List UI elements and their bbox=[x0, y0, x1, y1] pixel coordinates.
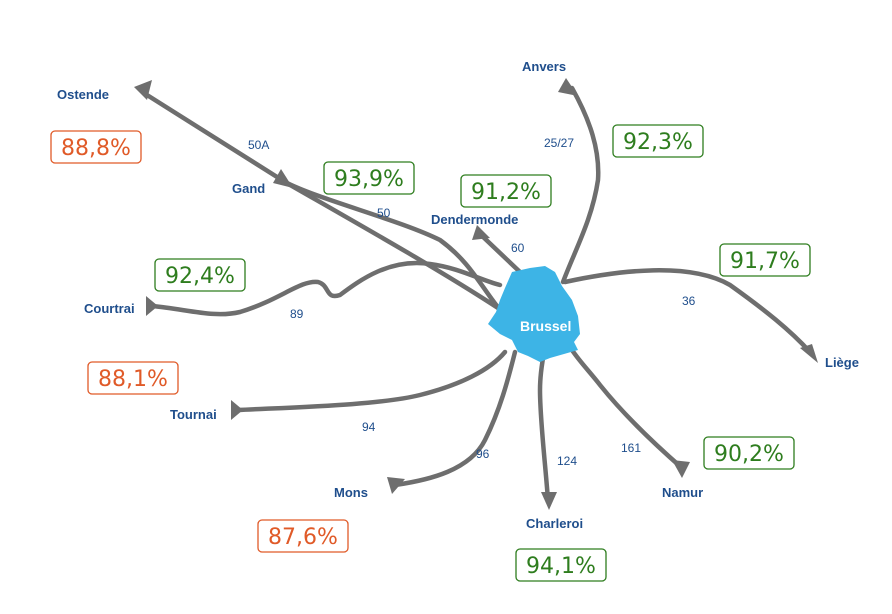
pct-box-courtrai: 92,4% bbox=[154, 258, 246, 292]
pct-box-ostende: 88,8% bbox=[50, 130, 142, 164]
pct-value-ostende: 88,8% bbox=[61, 136, 131, 161]
pct-value-anvers: 92,3% bbox=[623, 130, 693, 155]
arrow-liege bbox=[800, 344, 818, 363]
line-number-mons: 96 bbox=[476, 447, 490, 461]
arrow-dendermonde bbox=[472, 225, 490, 240]
pct-value-charleroi: 94,1% bbox=[526, 554, 596, 579]
pct-box-namur: 90,2% bbox=[703, 436, 795, 470]
line-number-gand: 50 bbox=[377, 206, 391, 220]
route-dendermonde bbox=[477, 231, 523, 275]
pct-value-namur: 90,2% bbox=[714, 442, 784, 467]
city-label-dendermonde: Dendermonde bbox=[431, 212, 518, 227]
route-gand bbox=[282, 179, 503, 313]
city-label-charleroi: Charleroi bbox=[526, 516, 583, 531]
pct-box-charleroi: 94,1% bbox=[515, 548, 607, 582]
line-number-anvers: 25/27 bbox=[544, 136, 574, 150]
city-label-gand: Gand bbox=[232, 181, 265, 196]
line-numbers: 50A 50 25/27 60 89 36 94 96 124 161 bbox=[248, 136, 696, 468]
punctuality-boxes: 88,8% 93,9% 92,3% 91,2% 92,4% 91,7% 88,1… bbox=[50, 124, 811, 582]
city-labels: Ostende Gand Anvers Dendermonde Courtrai… bbox=[57, 59, 859, 531]
routes bbox=[144, 85, 813, 503]
pct-box-mons: 87,6% bbox=[257, 519, 349, 553]
pct-box-tournai: 88,1% bbox=[87, 361, 179, 395]
line-number-tournai: 94 bbox=[362, 420, 376, 434]
pct-value-courtrai: 92,4% bbox=[165, 264, 235, 289]
line-number-charleroi: 124 bbox=[557, 454, 577, 468]
arrow-ostende bbox=[134, 80, 152, 100]
city-label-namur: Namur bbox=[662, 485, 703, 500]
arrowheads bbox=[134, 78, 818, 510]
city-label-mons: Mons bbox=[334, 485, 368, 500]
brussel-hub bbox=[488, 266, 580, 362]
pct-value-mons: 87,6% bbox=[268, 525, 338, 550]
route-namur bbox=[569, 347, 685, 471]
route-liege bbox=[562, 268, 813, 355]
line-number-courtrai: 89 bbox=[290, 307, 304, 321]
arrow-namur bbox=[672, 460, 690, 478]
arrow-courtrai bbox=[146, 296, 158, 316]
city-label-anvers: Anvers bbox=[522, 59, 566, 74]
route-courtrai bbox=[150, 260, 503, 317]
city-label-ostende: Ostende bbox=[57, 87, 109, 102]
arrow-charleroi bbox=[541, 492, 557, 510]
pct-box-anvers: 92,3% bbox=[612, 124, 704, 158]
route-charleroi bbox=[537, 355, 551, 503]
route-mons bbox=[392, 349, 518, 488]
arrow-gand bbox=[273, 169, 293, 188]
pct-value-gand: 93,9% bbox=[334, 167, 404, 192]
line-number-dendermonde: 60 bbox=[511, 241, 525, 255]
hub-label: Brussel bbox=[520, 318, 571, 334]
route-anvers bbox=[560, 85, 601, 285]
pct-box-gand: 93,9% bbox=[323, 161, 415, 195]
pct-box-liege: 91,7% bbox=[719, 243, 811, 277]
arrow-mons bbox=[387, 477, 405, 494]
pct-value-dendermonde: 91,2% bbox=[471, 180, 541, 205]
pct-box-dendermonde: 91,2% bbox=[460, 174, 552, 208]
city-label-tournai: Tournai bbox=[170, 407, 217, 422]
city-label-liege: Liège bbox=[825, 355, 859, 370]
pct-value-tournai: 88,1% bbox=[98, 367, 168, 392]
line-number-namur: 161 bbox=[621, 441, 641, 455]
pct-value-liege: 91,7% bbox=[730, 249, 800, 274]
city-label-courtrai: Courtrai bbox=[84, 301, 135, 316]
arrow-anvers bbox=[558, 78, 578, 96]
line-number-ostende: 50A bbox=[248, 138, 269, 152]
arrow-tournai bbox=[231, 400, 243, 420]
route-tournai bbox=[235, 349, 508, 413]
line-number-liege: 36 bbox=[682, 294, 696, 308]
